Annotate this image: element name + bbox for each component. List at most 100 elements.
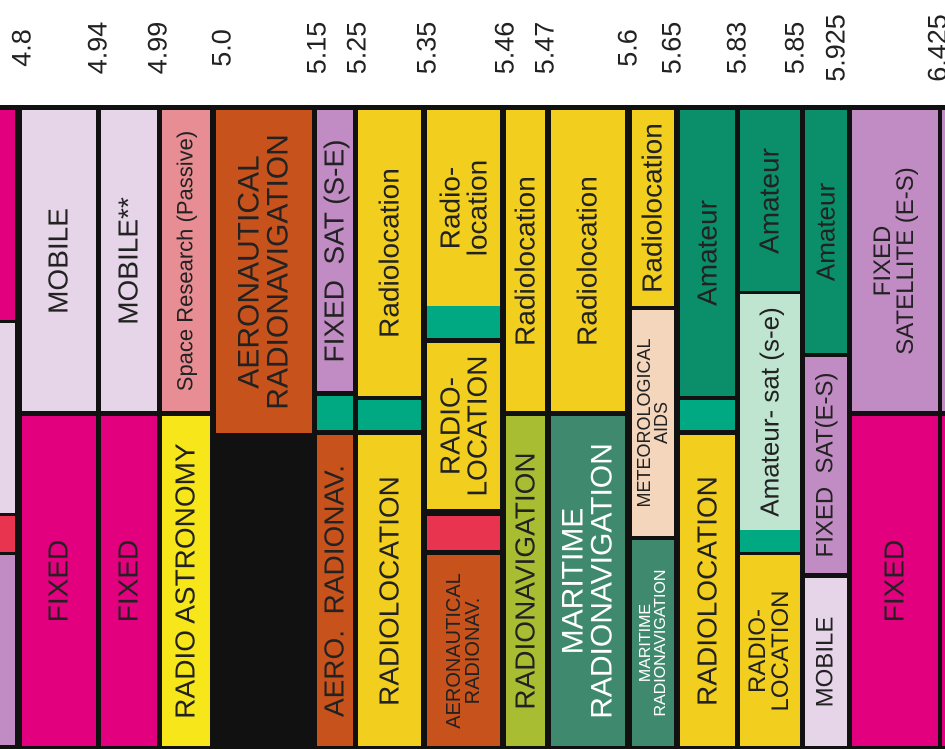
allocation-cell-RADLOC1: RADIOLOCATION <box>358 435 421 746</box>
allocation-cell-amsat: Amateur- sat (s-e) <box>740 294 800 530</box>
allocation-label: METEOROLOGICAL AIDS <box>633 338 671 508</box>
allocation-cell-green5 <box>740 530 800 552</box>
allocation-cell-fixedsat: FIXED SAT (S-E) <box>317 110 353 391</box>
allocation-label: Amateur <box>810 182 841 281</box>
allocation-label: Space Research (Passive) <box>172 130 198 391</box>
allocation-label: FIXED <box>112 539 144 623</box>
allocation-cell-4p8-mid <box>0 323 15 513</box>
allocation-cell-green1 <box>317 396 353 430</box>
allocation-label: Amateur <box>691 200 723 306</box>
allocation-cell-spaceres: Space Research (Passive) <box>162 110 210 411</box>
allocation-label: RADIO- LOCATION <box>433 355 492 497</box>
allocation-cell-radioastro: RADIO ASTRONOMY <box>162 416 210 746</box>
allocation-label: MARITIME RADIONAVIGATION <box>636 569 669 717</box>
freq-label-text: 5.25 <box>341 21 372 75</box>
allocation-cell-aeronav: AERONAUTICAL RADIONAVIGATION <box>216 110 312 433</box>
allocation-label: AERONAUTICAL RADIONAV. <box>442 572 484 729</box>
freq-label-5p6: 5.6 <box>608 6 648 90</box>
allocation-cell-fixed2: FIXED <box>101 416 157 746</box>
allocation-label: Radiolocation <box>571 175 603 346</box>
allocation-label: AERO. RADIONAV. <box>318 464 350 717</box>
allocation-cell-red2 <box>427 516 500 550</box>
freq-label-6p425: 6.425 <box>918 6 945 90</box>
allocation-label: FIXED <box>42 539 74 623</box>
allocation-cell-amateur1: Amateur <box>680 110 735 396</box>
allocation-label: Amateur- sat (s-e) <box>754 307 785 517</box>
allocation-cell-meteo: METEOROLOGICAL AIDS <box>632 310 674 536</box>
allocation-label: RADIOLOCATION <box>691 475 723 706</box>
allocation-cell-fss: FIXED SATELLITE (E-S) <box>852 110 938 411</box>
allocation-label: FIXED SAT(E-S) <box>811 372 839 558</box>
allocation-cell-aeroradio: AERO. RADIONAV. <box>317 435 353 746</box>
allocation-label: Radio- location <box>433 159 492 257</box>
allocation-cell-radloc1: Radiolocation <box>358 110 421 396</box>
freq-label-5p47: 5.47 <box>525 6 565 90</box>
allocation-label: MOBILE** <box>112 196 144 325</box>
allocation-label: FIXED SAT (S-E) <box>318 139 350 362</box>
freq-label-text: 5.0 <box>206 29 237 67</box>
allocation-cell-green3 <box>427 306 500 338</box>
freq-label-4p8: 4.8 <box>2 6 42 90</box>
allocation-label: MOBILE <box>811 616 839 708</box>
freq-label-text: 5.83 <box>721 21 752 75</box>
allocation-label: Radiolocation <box>509 175 541 346</box>
freq-label-4p99: 4.99 <box>138 6 178 90</box>
allocation-cell-green4 <box>680 400 735 430</box>
freq-label-text: 5.15 <box>301 21 332 75</box>
allocation-label: AERONAUTICAL RADIONAVIGATION <box>232 133 295 410</box>
freq-label-5p925: 5.925 <box>816 6 856 90</box>
allocation-cell-fixed1: FIXED <box>22 416 96 746</box>
freq-label-text: 5.65 <box>656 21 687 75</box>
allocation-cell-RADLOC3: RADIOLOCATION <box>680 435 735 746</box>
freq-label-5p85: 5.85 <box>775 6 815 90</box>
freq-label-5p35: 5.35 <box>407 6 447 90</box>
allocation-cell-amateur2: Amateur <box>740 110 800 291</box>
freq-label-text: 4.99 <box>142 21 173 75</box>
allocation-cell-radloc5: Radiolocation <box>632 110 674 306</box>
allocation-label: RADIO- LOCATION <box>744 590 794 711</box>
freq-label-text: 5.85 <box>779 21 810 75</box>
freq-label-5p25: 5.25 <box>337 6 377 90</box>
freq-label-text: 5.6 <box>612 29 643 67</box>
allocation-cell-maritime2: MARITIME RADIONAVIGATION <box>632 540 674 746</box>
allocation-cell-4p8-top <box>0 110 15 320</box>
allocation-label: MARITIME RADIONAVIGATION <box>556 443 619 719</box>
allocation-cell-mobile: MOBILE <box>22 110 96 411</box>
allocation-cell-RADLOC2: RADIO- LOCATION <box>427 343 500 509</box>
allocation-cell-fixed3: FIXED <box>852 416 938 746</box>
allocation-label: Radiolocation <box>636 123 668 293</box>
freq-label-text: 5.35 <box>411 21 442 75</box>
freq-label-text: 5.925 <box>820 14 851 82</box>
allocation-label: Radiolocation <box>373 168 405 338</box>
allocation-cell-edge-bot <box>942 416 945 746</box>
allocation-cell-4p8-red <box>0 516 15 552</box>
freq-label-text: 5.46 <box>489 21 520 75</box>
freq-label-text: 5.47 <box>529 21 560 75</box>
allocation-label: RADIOLOCATION <box>373 475 405 706</box>
freq-label-text: 6.425 <box>922 14 945 82</box>
allocation-cell-radloc4: Radiolocation <box>551 110 625 411</box>
allocation-cell-fixedsat2: FIXED SAT(E-S) <box>805 357 847 573</box>
allocation-cell-4p8-bot <box>0 555 15 745</box>
allocation-cell-radionav: RADIONAVIGATION <box>506 416 545 746</box>
allocation-label: RADIO ASTRONOMY <box>169 443 201 719</box>
allocation-cell-RADLOC4: RADIO- LOCATION <box>740 555 800 746</box>
allocation-cell-amateur3: Amateur <box>805 110 847 353</box>
allocation-cell-aeroradio2: AERONAUTICAL RADIONAV. <box>427 555 500 746</box>
allocation-cell-edge-top <box>942 110 945 411</box>
freq-label-text: 4.94 <box>82 21 113 75</box>
allocation-cell-maritime: MARITIME RADIONAVIGATION <box>551 416 625 746</box>
freq-label-5p83: 5.83 <box>717 6 757 90</box>
freq-label-5p15: 5.15 <box>297 6 337 90</box>
allocation-cell-radloc3: Radiolocation <box>506 110 545 411</box>
allocation-cell-green2 <box>358 400 421 430</box>
freq-label-5p46: 5.46 <box>485 6 525 90</box>
allocation-label: FIXED SATELLITE (E-S) <box>869 166 919 355</box>
allocation-label: RADIONAVIGATION <box>509 452 541 710</box>
allocation-label: Amateur <box>753 147 785 254</box>
freq-label-5p65: 5.65 <box>652 6 692 90</box>
allocation-cell-mobile2: MOBILE** <box>101 110 157 411</box>
allocation-cell-mobile3: MOBILE <box>805 578 847 746</box>
freq-label-5p0: 5.0 <box>202 6 242 90</box>
